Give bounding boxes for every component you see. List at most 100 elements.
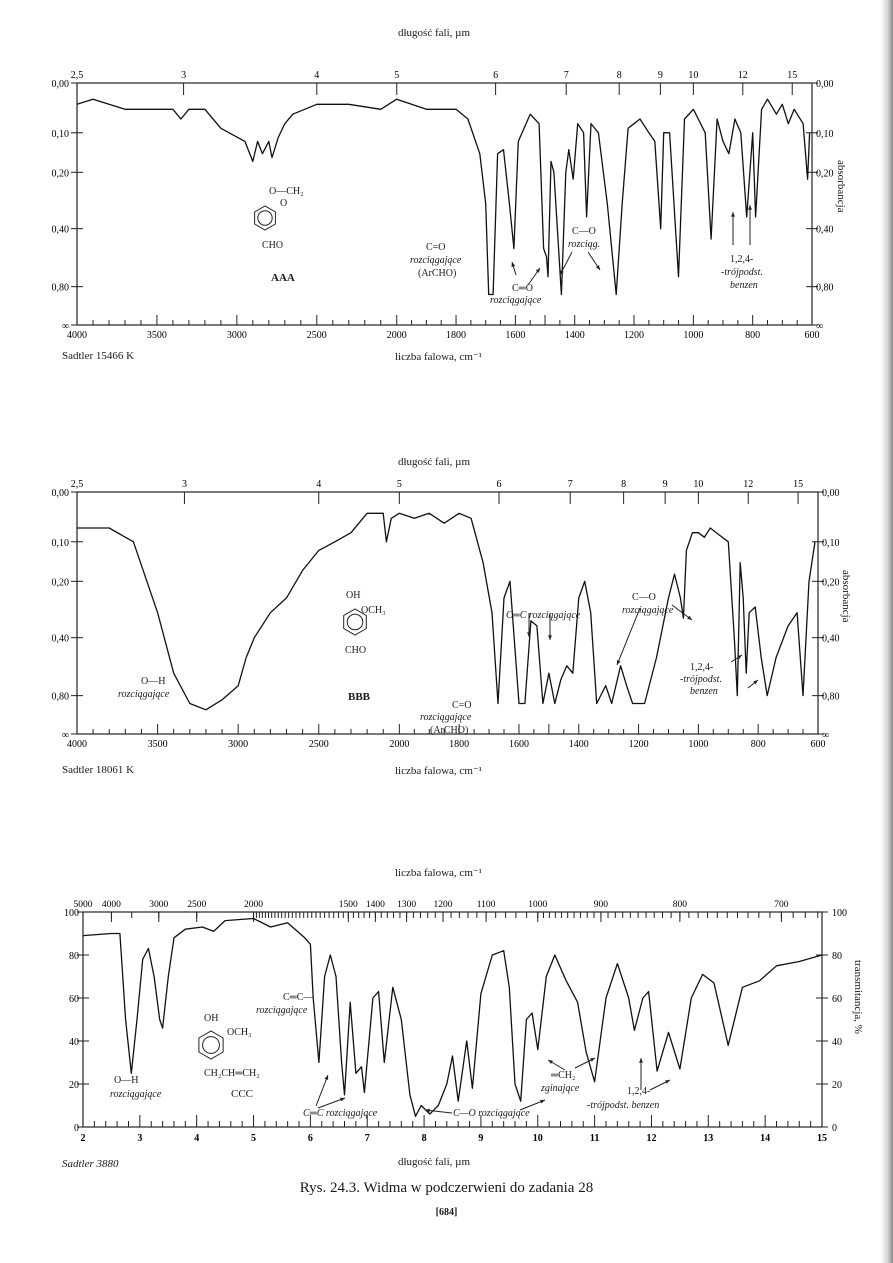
x-tick-label-wavelength: 15 xyxy=(787,70,797,81)
x-tick-label-wavelength: 9 xyxy=(478,1133,483,1144)
x-tick-label-wavenumber: 2500 xyxy=(187,900,206,910)
x-tick-label-wavelength: 7 xyxy=(365,1133,370,1144)
y-tick-label-right: 20 xyxy=(832,1080,842,1091)
annotation: benzen xyxy=(690,686,718,697)
x-tick-label-wavenumber: 4000 xyxy=(67,739,87,750)
y-tick-label-left: 100 xyxy=(64,908,79,919)
x-tick-label-wavelength: 15 xyxy=(793,479,803,490)
x-tick-label-wavelength: 4 xyxy=(194,1133,199,1144)
y-tick-label-left: 0,00 xyxy=(52,79,70,90)
compound-label: CCC xyxy=(231,1088,254,1100)
x-tick-label-wavenumber: 700 xyxy=(774,900,789,910)
annotation: rozciągające xyxy=(110,1089,162,1100)
x-tick-label-wavenumber: 1400 xyxy=(569,739,589,750)
annotation: -trójpodst. xyxy=(721,267,763,278)
arrow-head-icon xyxy=(340,1097,345,1102)
x-tick-label-wavenumber: 3500 xyxy=(147,330,167,341)
x-tick-label-wavenumber: 800 xyxy=(751,739,766,750)
y-tick-label-right: 0,20 xyxy=(816,168,834,179)
x-tick-label-wavelength: 2,5 xyxy=(71,70,84,81)
page-number: [684] xyxy=(435,1207,458,1218)
annotation: (ArCHO) xyxy=(430,725,469,736)
annotation: -trójpodst. xyxy=(680,674,722,685)
x-tick-label-wavelength: 8 xyxy=(617,70,622,81)
x-tick-label-wavenumber: 3000 xyxy=(227,330,247,341)
x-tick-label-wavenumber: 1300 xyxy=(397,900,416,910)
struct-text: O xyxy=(280,198,288,209)
x-tick-label-wavelength: 7 xyxy=(564,70,569,81)
y-tick-label-left: 0,10 xyxy=(52,129,70,140)
annotation: rozciągające xyxy=(420,712,472,723)
y-tick-label-left: 20 xyxy=(69,1080,79,1091)
y-tick-label-right: 100 xyxy=(832,908,847,919)
struct-text: OCH₃ xyxy=(361,605,386,616)
arrow-head-icon xyxy=(548,1060,553,1065)
compound-label: BBB xyxy=(348,691,371,703)
x-tick-label-wavenumber: 1200 xyxy=(629,739,649,750)
x-tick-label-wavenumber: 1100 xyxy=(477,900,496,910)
arrow-head-icon xyxy=(687,615,692,620)
x-tick-label-wavenumber: 1800 xyxy=(449,739,469,750)
plot-frame xyxy=(82,911,823,1128)
y-tick-label-right: 0,00 xyxy=(822,488,840,499)
top-axis-title: długość fali, µm xyxy=(398,27,471,39)
struct-text: CHO xyxy=(345,645,367,656)
x-tick-label-wavelength: 6 xyxy=(493,70,498,81)
y-tick-label-right: 0,20 xyxy=(822,577,840,588)
x-tick-label-wavenumber: 1600 xyxy=(505,330,525,341)
x-tick-label-wavenumber: 1200 xyxy=(624,330,644,341)
annotation: rozciąg. xyxy=(568,239,601,250)
x-tick-label-wavenumber: 1800 xyxy=(446,330,466,341)
x-tick-label-wavenumber: 1000 xyxy=(683,330,703,341)
x-tick-label-wavelength: 12 xyxy=(646,1133,656,1144)
x-tick-label-wavenumber: 2000 xyxy=(387,330,407,341)
benzene-ring xyxy=(343,608,367,636)
x-tick-label-wavelength: 8 xyxy=(621,479,626,490)
spectrum-line xyxy=(76,98,811,296)
plot-frame xyxy=(76,491,819,735)
x-tick-label-wavelength: 2 xyxy=(81,1133,86,1144)
annotation: 1,2,4- xyxy=(627,1086,651,1097)
annotation: O—H xyxy=(141,676,166,687)
annotation: C═C rozciągające xyxy=(506,610,581,621)
x-tick-label-wavenumber: 3000 xyxy=(149,900,168,910)
compound-label: AAA xyxy=(271,272,295,284)
annotation: benzen xyxy=(730,280,758,291)
arrow-head-icon xyxy=(639,1058,643,1063)
top-axis-title: długość fali, µm xyxy=(398,456,471,468)
annotation: 1,2,4- xyxy=(690,662,714,673)
annotation-arrow xyxy=(616,607,641,666)
y-tick-label-right: 60 xyxy=(832,994,842,1005)
x-tick-label-wavenumber: 1200 xyxy=(434,900,453,910)
bottom-axis-title: długość fali, µm xyxy=(398,1156,471,1168)
spectrum-line xyxy=(77,512,816,711)
x-tick-label-wavenumber: 4000 xyxy=(102,900,121,910)
y-tick-label-left: 0 xyxy=(74,1123,79,1134)
x-tick-label-wavelength: 15 xyxy=(817,1133,827,1144)
annotation: C═C— xyxy=(283,992,314,1003)
source-label: Sadtler 3880 xyxy=(62,1158,119,1170)
x-tick-label-wavelength: 6 xyxy=(308,1133,313,1144)
y-tick-label-right: ∞ xyxy=(816,321,823,332)
x-tick-label-wavenumber: 5000 xyxy=(74,900,93,910)
annotation-arrow xyxy=(315,1074,329,1107)
y-tick-label-right: 0,10 xyxy=(816,129,834,140)
y-tick-label-right: 0,80 xyxy=(816,283,834,294)
y-tick-label-right: 0,40 xyxy=(822,634,840,645)
y-tick-label-left: 0,40 xyxy=(52,634,70,645)
y-tick-label-left: 0,20 xyxy=(52,168,70,179)
x-tick-label-wavenumber: 1500 xyxy=(339,900,358,910)
annotation: ═CH₂ xyxy=(551,1070,576,1081)
benzene-ring xyxy=(254,205,276,231)
x-tick-label-wavelength: 7 xyxy=(568,479,573,490)
arrow-head-icon xyxy=(616,660,621,665)
x-tick-label-wavenumber: 4000 xyxy=(67,330,87,341)
x-tick-label-wavelength: 12 xyxy=(738,70,748,81)
y-tick-label-right: ∞ xyxy=(822,730,829,741)
x-tick-label-wavelength: 6 xyxy=(497,479,502,490)
x-tick-label-wavenumber: 1000 xyxy=(528,900,547,910)
annotation: C—O xyxy=(632,592,656,603)
annotation: -trójpodst. benzen xyxy=(587,1100,660,1111)
